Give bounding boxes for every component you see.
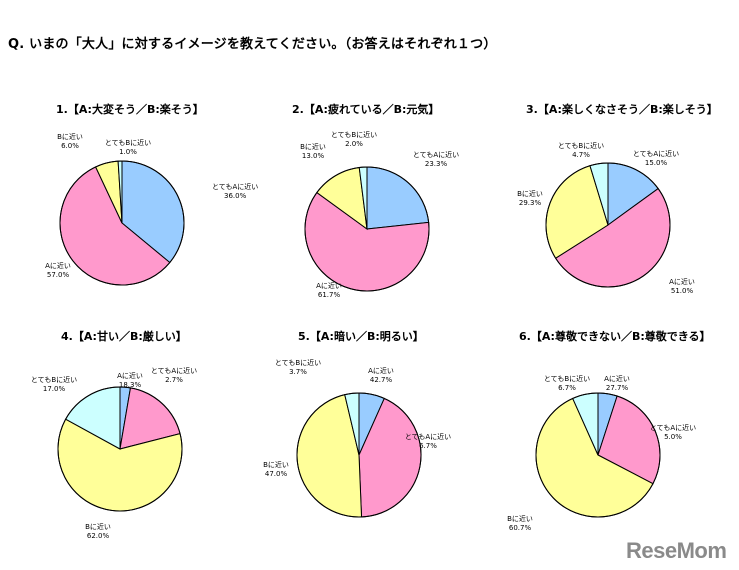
- slice-label-a: Aに近い 51.0%: [669, 278, 695, 296]
- slice-label-value: 3.7%: [289, 368, 307, 376]
- slice-label-name: Bに近い: [57, 133, 83, 141]
- slice-label-a: Aに近い 27.7%: [604, 375, 630, 393]
- slice-label-name: Aに近い: [604, 375, 630, 383]
- chart-title: 5.【A:暗い／B:明るい】: [298, 330, 424, 343]
- slice-label-name: とてもAに近い: [212, 183, 259, 191]
- chart-title: 2.【A:疲れている／B:元気】: [292, 103, 440, 116]
- slice-label-value: 51.0%: [670, 287, 694, 295]
- slice-label-name: Bに近い: [263, 461, 289, 469]
- slice-label-name: とてもAに近い: [649, 424, 697, 432]
- pie-chart-4: [57, 386, 183, 512]
- pie-chart-3: [545, 162, 671, 288]
- slice-label-name: とてもBに近い: [30, 376, 78, 384]
- slice-label-very-a: とてもAに近い 2.7%: [151, 367, 197, 385]
- slice-label-name: Aに近い: [669, 278, 695, 286]
- slice-label-value: 5.0%: [664, 433, 682, 441]
- slice-label-b: Bに近い 6.0%: [57, 133, 83, 151]
- pie-outline: [304, 166, 430, 292]
- slice-label-value: 15.0%: [644, 159, 668, 167]
- slice-label-name: Aに近い: [316, 282, 342, 290]
- slice-label-value: 36.0%: [223, 192, 247, 200]
- slice-label-value: 2.7%: [165, 376, 183, 384]
- slice-label-value: 13.0%: [301, 152, 325, 160]
- slice-label-name: とてもBに近い: [543, 375, 591, 383]
- slice-label-value: 1.0%: [119, 148, 137, 156]
- slice-label-name: Aに近い: [45, 262, 71, 270]
- chart-title: 4.【A:甘い／B:厳しい】: [61, 330, 187, 343]
- slice-label-a: Aに近い 18.3%: [117, 372, 143, 390]
- slice-label-very-b: とてもBに近い 17.0%: [31, 376, 77, 394]
- slice-label-name: とてもBに近い: [274, 359, 322, 367]
- slice-label-name: とてもBに近い: [104, 139, 152, 147]
- pie-outline: [59, 160, 185, 286]
- slice-label-b: Bに近い 13.0%: [300, 143, 326, 161]
- slice-label-b: Bに近い 47.0%: [263, 461, 289, 479]
- pie-chart-5: [296, 392, 422, 518]
- pie-slice-very-a: [366, 166, 430, 230]
- slice-label-name: とてもAに近い: [412, 151, 460, 159]
- slice-label-value: 61.7%: [317, 291, 341, 299]
- slice-label-b: Bに近い 29.3%: [517, 190, 543, 208]
- pie-outline: [57, 386, 183, 512]
- slice-label-a: Aに近い 42.7%: [368, 367, 394, 385]
- slice-label-value: 2.0%: [345, 140, 363, 148]
- slice-label-very-a: とてもAに近い 23.3%: [413, 151, 459, 169]
- slice-label-a: Aに近い 61.7%: [316, 282, 342, 300]
- slice-label-very-a: とてもAに近い 5.0%: [650, 424, 696, 442]
- slice-label-value: 23.3%: [424, 160, 448, 168]
- slice-label-very-b: とてもBに近い 2.0%: [331, 131, 377, 149]
- slice-label-value: 6.7%: [558, 384, 576, 392]
- pie-outline: [535, 392, 661, 518]
- slice-label-b: Bに近い 60.7%: [507, 515, 533, 533]
- slice-label-value: 4.7%: [572, 151, 590, 159]
- resemom-logo: ReseMom: [626, 538, 727, 563]
- slice-label-value: 29.3%: [518, 199, 542, 207]
- pie-chart-1: [59, 160, 185, 286]
- slice-label-very-a: とてもAに近い 36.0%: [212, 183, 258, 201]
- slice-label-value: 57.0%: [46, 271, 70, 279]
- pie-outline: [545, 162, 671, 288]
- chart-title: 1.【A:大変そう／B:楽そう】: [56, 103, 204, 116]
- slice-label-name: Bに近い: [85, 523, 111, 531]
- slice-label-name: Aに近い: [368, 367, 394, 375]
- slice-label-a: Aに近い 57.0%: [45, 262, 71, 280]
- question-title: Q. いまの「大人」に対するイメージを教えてください。（お答えはそれぞれ１つ）: [8, 37, 497, 52]
- slice-label-name: とてもBに近い: [557, 142, 605, 150]
- slice-label-name: とてもAに近い: [404, 433, 452, 441]
- slice-label-very-a: とてもAに近い 6.7%: [405, 433, 451, 451]
- slice-label-value: 27.7%: [605, 384, 629, 392]
- slice-label-value: 6.0%: [61, 142, 79, 150]
- pie-chart-6: [535, 392, 661, 518]
- slice-label-value: 18.3%: [118, 381, 142, 389]
- slice-label-very-b: とてもBに近い 1.0%: [105, 139, 151, 157]
- pie-chart-2: [304, 166, 430, 292]
- slice-label-b: Bに近い 62.0%: [85, 523, 111, 541]
- slice-label-name: Bに近い: [507, 515, 533, 523]
- chart-title: 6.【A:尊敬できない／B:尊敬できる】: [519, 330, 711, 343]
- slice-label-very-b: とてもBに近い 6.7%: [544, 375, 590, 393]
- slice-label-name: とてもBに近い: [330, 131, 378, 139]
- pie-outline: [296, 392, 422, 518]
- slice-label-name: Bに近い: [517, 190, 543, 198]
- slice-label-value: 6.7%: [419, 442, 437, 450]
- slice-label-value: 60.7%: [508, 524, 532, 532]
- slice-label-name: とてもAに近い: [632, 150, 680, 158]
- chart-title: 3.【A:楽しくなさそう／B:楽しそう】: [526, 103, 718, 116]
- slice-label-name: とてもAに近い: [150, 367, 198, 375]
- slice-label-name: Aに近い: [117, 372, 143, 380]
- slice-label-value: 62.0%: [86, 532, 110, 540]
- slice-label-value: 42.7%: [369, 376, 393, 384]
- slice-label-name: Bに近い: [300, 143, 326, 151]
- slice-label-value: 17.0%: [42, 385, 66, 393]
- slice-label-value: 47.0%: [264, 470, 288, 478]
- slice-label-very-b: とてもBに近い 3.7%: [275, 359, 321, 377]
- slice-label-very-b: とてもBに近い 4.7%: [558, 142, 604, 160]
- slice-label-very-a: とてもAに近い 15.0%: [633, 150, 679, 168]
